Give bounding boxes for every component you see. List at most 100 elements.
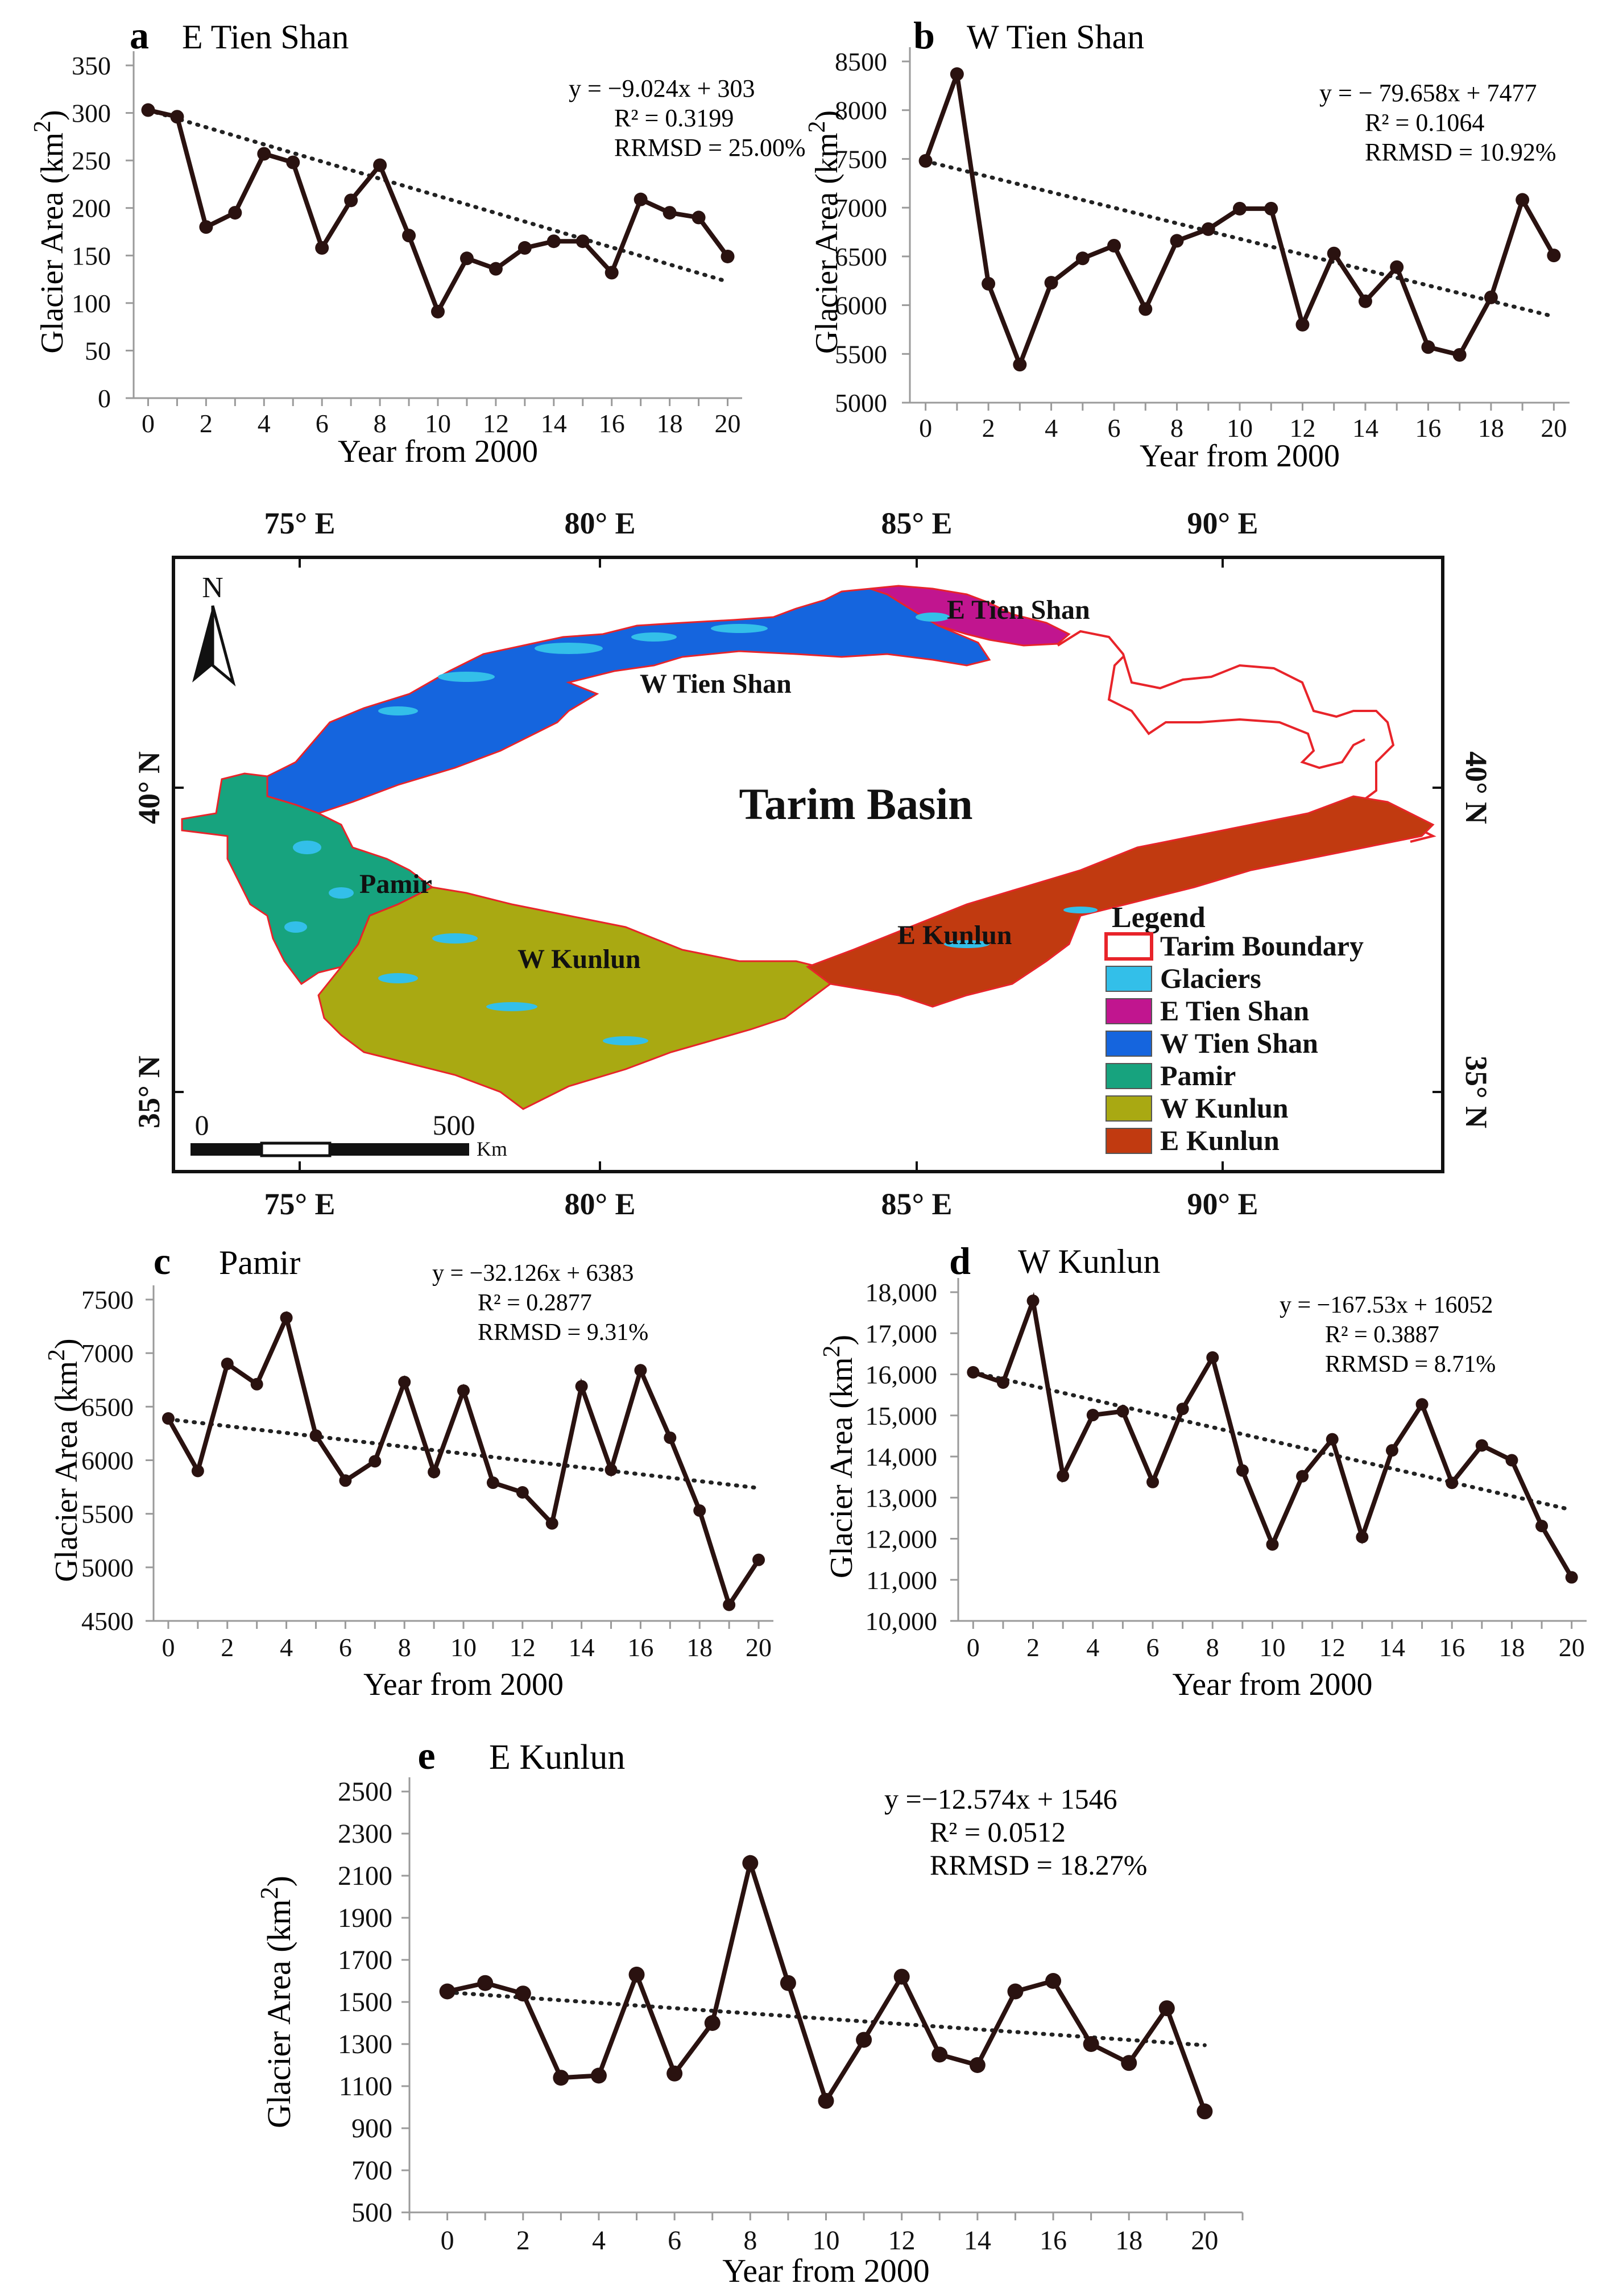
legend-swatch bbox=[1106, 998, 1152, 1024]
x-tick-label: 4 bbox=[258, 409, 271, 438]
data-point bbox=[1044, 276, 1058, 290]
trend-line bbox=[924, 159, 1556, 318]
y-axis-title-sup: 2 bbox=[819, 1345, 845, 1357]
data-point bbox=[257, 147, 271, 161]
y-tick-label: 300 bbox=[72, 99, 111, 128]
data-point bbox=[315, 241, 329, 255]
data-point bbox=[1516, 193, 1530, 207]
y-tick-label: 900 bbox=[351, 2113, 392, 2144]
lon-label-top-75: 75° E bbox=[264, 506, 335, 540]
y-tick-label: 7500 bbox=[81, 1285, 134, 1314]
y-tick-label: 6000 bbox=[835, 291, 887, 320]
data-point bbox=[1295, 317, 1310, 332]
x-tick-label: 20 bbox=[1541, 413, 1567, 442]
data-point bbox=[1505, 1454, 1518, 1467]
data-point bbox=[996, 1376, 1009, 1389]
y-tick-label: 5000 bbox=[81, 1553, 134, 1582]
x-axis-title: Year from 2000 bbox=[363, 1667, 564, 1702]
data-point bbox=[457, 1384, 470, 1397]
panel-c-pamir: c Pamir 4500 5000 5500 6000 6500 7000 7500 0 2 4 6 8 1… bbox=[0, 1228, 808, 1718]
x-tick-label: 20 bbox=[1191, 2225, 1218, 2256]
data-point bbox=[590, 2067, 607, 2084]
data-point bbox=[1266, 1538, 1279, 1551]
data-point bbox=[692, 210, 706, 225]
legend-label: Pamir bbox=[1160, 1060, 1236, 1091]
y-tick-label: 500 bbox=[351, 2198, 392, 2228]
data-point bbox=[1415, 1398, 1429, 1411]
legend-label: E Tien Shan bbox=[1160, 995, 1309, 1027]
y-axis-title-close: ) bbox=[809, 110, 844, 121]
y-tick-label: 0 bbox=[98, 384, 111, 413]
data-point bbox=[339, 1474, 352, 1487]
data-point bbox=[309, 1429, 322, 1442]
x-tick-label: 16 bbox=[1415, 413, 1441, 442]
series-line bbox=[972, 1292, 1574, 1579]
y-tick-label: 2100 bbox=[338, 1861, 392, 1891]
x-tick-label: 18 bbox=[657, 409, 683, 438]
map-label-e-kunlun: E Kunlun bbox=[897, 920, 1012, 950]
y-tick-label: 7000 bbox=[81, 1339, 134, 1368]
data-point bbox=[488, 262, 503, 276]
data-point bbox=[516, 1486, 529, 1499]
panel-letter: e bbox=[417, 1734, 435, 1778]
panel-letter: d bbox=[949, 1239, 971, 1283]
y-tick-label: 1700 bbox=[338, 1945, 392, 1975]
x-tick-label: 14 bbox=[569, 1633, 595, 1662]
x-tick-label: 20 bbox=[746, 1633, 772, 1662]
x-tick-label: 6 bbox=[1108, 413, 1121, 442]
data-point bbox=[1121, 2055, 1137, 2071]
y-axis-title-sup: 2 bbox=[30, 121, 56, 133]
panel-a-e-tien-shan: a E Tien Shan 0 50 100 150 200 250 300 350 0 2 4 6 8 10… bbox=[0, 0, 806, 483]
data-point bbox=[575, 1380, 588, 1393]
data-point bbox=[1026, 1294, 1040, 1308]
data-point bbox=[1446, 1476, 1459, 1490]
x-tick-label: 14 bbox=[541, 409, 567, 438]
trend-equation: y = −9.024x + 303 bbox=[569, 75, 755, 102]
x-tick-label: 14 bbox=[1379, 1633, 1405, 1662]
data-point bbox=[605, 266, 619, 280]
x-tick-label: 20 bbox=[715, 409, 741, 438]
x-tick-label: 0 bbox=[441, 2225, 454, 2256]
map-label-w-kunlun: W Kunlun bbox=[517, 944, 641, 974]
legend-swatch bbox=[1106, 966, 1152, 992]
y-tick-label: 250 bbox=[72, 146, 111, 175]
chart-title: Pamir bbox=[219, 1244, 300, 1281]
trend-line bbox=[146, 108, 730, 284]
x-tick-label: 18 bbox=[1478, 413, 1504, 442]
y-tick-label: 6000 bbox=[81, 1446, 134, 1475]
region-w-tien-shan bbox=[266, 588, 991, 814]
data-point bbox=[575, 234, 590, 249]
data-point bbox=[663, 206, 677, 220]
rrmsd-value: RRMSD = 9.31% bbox=[478, 1319, 648, 1346]
y-axis-title-sup: 2 bbox=[804, 121, 830, 133]
data-point bbox=[1146, 1475, 1160, 1488]
series-line bbox=[166, 1310, 761, 1611]
data-point bbox=[634, 1364, 647, 1377]
data-point bbox=[1421, 340, 1435, 354]
data-point bbox=[628, 1966, 645, 1983]
y-tick-label: 8000 bbox=[835, 96, 887, 125]
chart-a: a E Tien Shan 0 50 100 150 200 250 300 350 0 2 4 6 8 10… bbox=[30, 14, 806, 469]
y-tick-label: 350 bbox=[72, 51, 111, 80]
rrmsd-value: RRMSD = 10.92% bbox=[1365, 138, 1556, 166]
data-point bbox=[515, 1985, 531, 2002]
x-tick-label: 16 bbox=[599, 409, 625, 438]
trend-equation: y = −32.126x + 6383 bbox=[432, 1260, 634, 1286]
legend-swatch bbox=[1106, 1031, 1152, 1057]
y-tick-label: 11,000 bbox=[866, 1566, 937, 1595]
lat-label-right-40: 40° N bbox=[1459, 751, 1493, 824]
legend-label: E Kunlun bbox=[1160, 1124, 1280, 1156]
y-axis-title-text: Glacier Area (km bbox=[809, 133, 844, 354]
panel-letter: a bbox=[130, 14, 149, 57]
data-point bbox=[752, 1553, 765, 1566]
y-axis-title-sup: 2 bbox=[255, 1887, 283, 1899]
data-point bbox=[931, 2046, 948, 2063]
y-tick-label: 16,000 bbox=[866, 1360, 938, 1389]
r-squared: R² = 0.3199 bbox=[614, 104, 734, 132]
data-point bbox=[439, 1983, 456, 2000]
data-point bbox=[553, 2070, 569, 2086]
scale-unit: Km bbox=[477, 1137, 507, 1160]
scale-bar: 0 500 Km bbox=[191, 1109, 507, 1160]
data-point bbox=[723, 1598, 736, 1611]
legend-swatch bbox=[1106, 1128, 1152, 1154]
